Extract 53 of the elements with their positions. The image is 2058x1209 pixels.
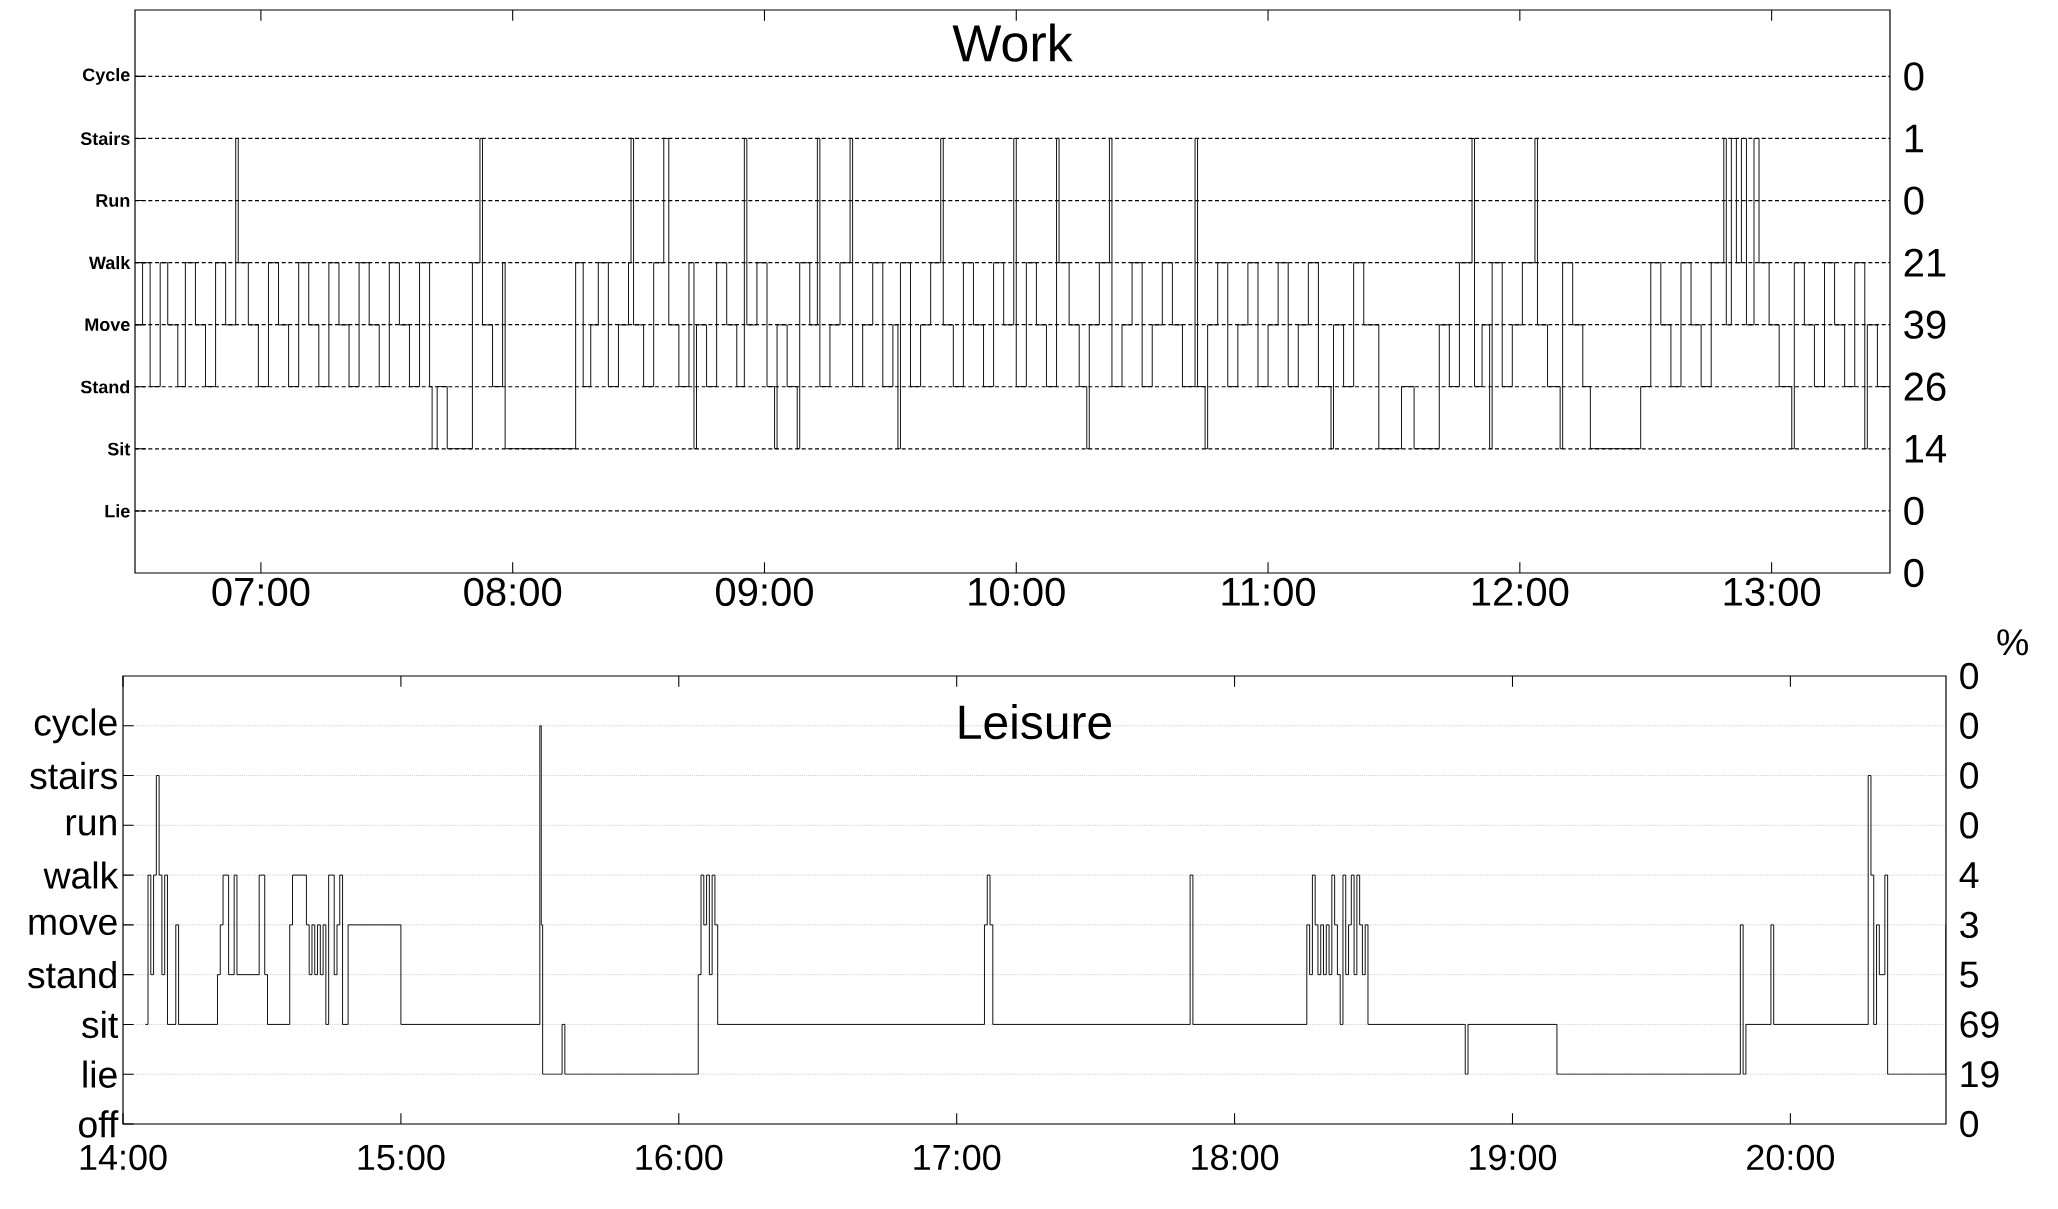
category-label: 0	[1960, 762, 1979, 789]
category-label: sit	[82, 1010, 119, 1039]
category-label: 0	[1904, 496, 1924, 526]
chart-title: Work	[952, 23, 1073, 62]
category-label: Walk	[88, 256, 131, 270]
x-tick-label: 15:00	[358, 1144, 445, 1171]
category-label: 4	[1959, 862, 1979, 888]
x-tick-label: 20:00	[1747, 1144, 1834, 1171]
category-label: Stairs	[80, 131, 130, 146]
x-tick-label: 13:00	[1724, 577, 1821, 607]
category-label: walk	[43, 861, 119, 889]
category-label: run	[66, 815, 116, 836]
x-tick-label: 16:00	[636, 1144, 723, 1171]
category-label: 26	[1904, 372, 1946, 401]
category-label: Move	[85, 318, 130, 331]
x-tick-label: 09:00	[716, 577, 813, 607]
category-label: 69	[1960, 1011, 1999, 1038]
category-label: 1	[1905, 124, 1924, 153]
category-label: move	[29, 914, 117, 936]
category-label: 0	[1960, 712, 1979, 739]
category-label: stairs	[30, 761, 117, 790]
y2-axis-title: %	[1997, 629, 2028, 656]
category-label: 21	[1904, 248, 1946, 277]
category-label: 0	[1960, 812, 1979, 839]
category-label: 0	[1960, 662, 1979, 690]
category-label: Lie	[105, 504, 130, 518]
x-tick-label: 07:00	[212, 577, 310, 607]
category-label: stand	[28, 960, 116, 989]
category-label: 0	[1960, 1110, 1979, 1138]
x-tick-label: 19:00	[1470, 1144, 1557, 1171]
category-label: Run	[96, 194, 130, 207]
category-label: Stand	[80, 380, 130, 394]
x-tick-label: 08:00	[464, 577, 562, 607]
x-tick-label: 18:00	[1192, 1144, 1279, 1171]
category-label: Cycle	[83, 68, 130, 85]
x-tick-label: 12:00	[1472, 577, 1569, 607]
x-tick-label: 17:00	[914, 1144, 1001, 1171]
category-label: Sit	[107, 442, 131, 456]
category-label: 0	[1904, 62, 1924, 91]
category-label: 3	[1960, 911, 1978, 939]
chart-title: Leisure	[959, 704, 1112, 740]
x-tick-label: 10:00	[969, 577, 1065, 607]
category-label: 14	[1905, 435, 1947, 463]
category-label: 19	[1961, 1061, 1999, 1088]
x-tick-label: 11:00	[1222, 577, 1316, 607]
category-label: 39	[1904, 310, 1946, 339]
category-label: 0	[1904, 558, 1924, 588]
category-label: off	[79, 1110, 119, 1138]
x-tick-label: 14:00	[80, 1144, 167, 1171]
category-label: 0	[1904, 186, 1924, 215]
category-label: 5	[1960, 961, 1978, 988]
category-label: cycle	[34, 708, 117, 744]
category-label: lie	[83, 1060, 117, 1088]
